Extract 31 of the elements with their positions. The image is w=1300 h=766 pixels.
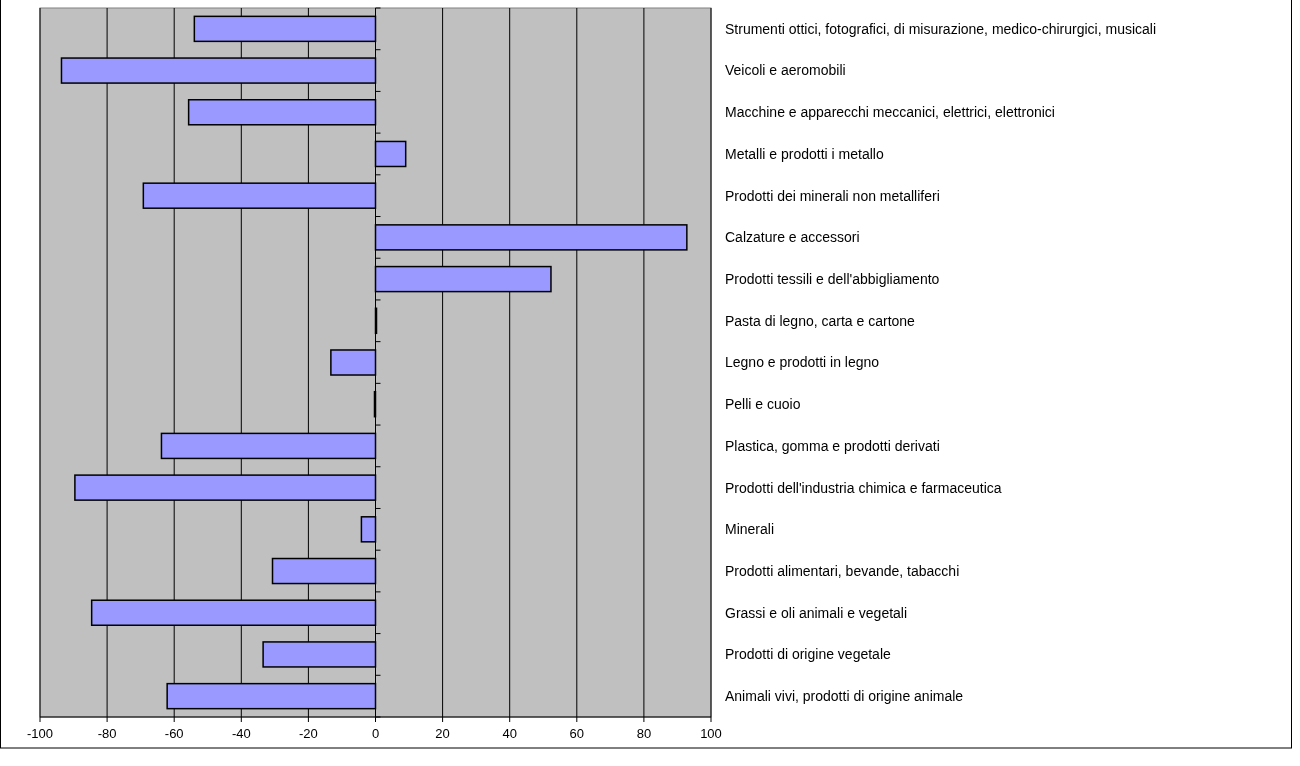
x-tick-label: -20 (299, 726, 318, 741)
x-tick-label: -100 (26, 726, 54, 741)
x-tick-label: 100 (700, 726, 722, 741)
y-tick-label: Pelli e cuoio (725, 396, 801, 413)
x-tick-label: 20 (435, 726, 450, 741)
y-tick-label: Prodotti alimentari, bevande, tabacchi (725, 562, 960, 579)
y-tick-label: Plastica, gomma e prodotti derivati (725, 437, 940, 454)
y-tick-label: Grassi e oli animali e vegetali (725, 604, 908, 621)
y-tick-label: Prodotti dell'industria chimica e farmaceutica (725, 479, 1002, 496)
bar (374, 140, 407, 168)
y-tick-label: Minerali (725, 521, 775, 538)
x-tick-label: 40 (502, 726, 517, 741)
y-tick-label: Prodotti tessili e dell'abbigliamento (725, 270, 940, 287)
x-tick-label: -40 (231, 726, 251, 741)
y-tick-label: Legno e prodotti in legno (725, 354, 880, 371)
x-tick-label: 80 (636, 726, 652, 741)
x-tick-label: -80 (97, 726, 117, 741)
y-tick-label: Prodotti dei minerali non metalliferi (725, 187, 940, 204)
bar (360, 516, 377, 543)
y-tick-label: Strumenti ottici, fotografici, di misurazione, medico-chirurgici, musicali (725, 20, 1157, 37)
y-tick-label: Pasta di legno, carta e cartone (725, 312, 916, 329)
x-tick-label: -60 (164, 726, 184, 741)
y-tick-label: Veicoli e aeromobili (725, 62, 846, 79)
bar (330, 349, 377, 376)
x-tick-label: 0 (371, 726, 380, 741)
y-tick-label: Prodotti di origine vegetale (725, 646, 891, 663)
y-tick-label: Animali vivi, prodotti di origine animale (725, 688, 964, 705)
y-tick-label: Metalli e prodotti i metallo (725, 145, 884, 162)
x-tick-label: 60 (569, 726, 585, 741)
y-tick-label: Calzature e accessori (725, 229, 860, 246)
y-tick-label: Macchine e apparecchi meccanici, elettrici, elettronici (725, 104, 1055, 121)
